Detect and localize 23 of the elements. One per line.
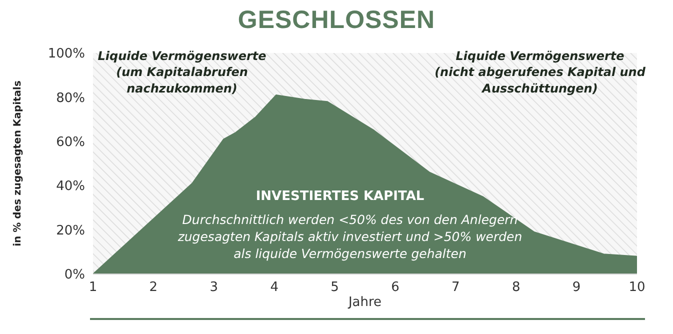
annotation: Durchschnittlich werden <50% des von den Anlegern zugesagten Kapitals aktiv investiert und >50% werden als liquide Vermögenswerte gehalten [176, 212, 522, 261]
y-tick-label: 80% [56, 90, 85, 106]
x-tick-label: 9 [572, 280, 581, 296]
x-tick-label: 8 [512, 280, 520, 296]
x-tick-label: 7 [452, 280, 460, 296]
x-tick-label: 4 [270, 280, 278, 296]
x-tick-label: 2 [149, 280, 158, 296]
y-tick-label: 0% [64, 268, 85, 283]
annotation: Liquide Vermögenswerte (nicht abgerufenes Kapital und Ausschüttungen) [434, 49, 646, 96]
y-tick-label: 100% [48, 46, 85, 62]
x-tick-label: 1 [88, 280, 98, 296]
x-tick-label: 10 [628, 280, 646, 296]
x-tick-label: 3 [210, 280, 218, 296]
x-tick-label: 5 [330, 280, 339, 296]
y-tick-label: 60% [56, 135, 85, 150]
annotation: INVESTIERTES KAPITAL [256, 189, 424, 204]
annotation: Liquide Vermögenswerte (um Kapitalabrufen nachzukommen) [98, 49, 266, 96]
y-axis-title: in % des zugesagten Kapitals [12, 80, 24, 246]
x-axis-title: Jahre [347, 295, 382, 310]
y-tick-label: 40% [56, 179, 85, 194]
x-tick-label: 6 [391, 280, 400, 296]
chart-title: GESCHLOSSEN [236, 6, 436, 35]
y-tick-label: 20% [56, 223, 85, 238]
